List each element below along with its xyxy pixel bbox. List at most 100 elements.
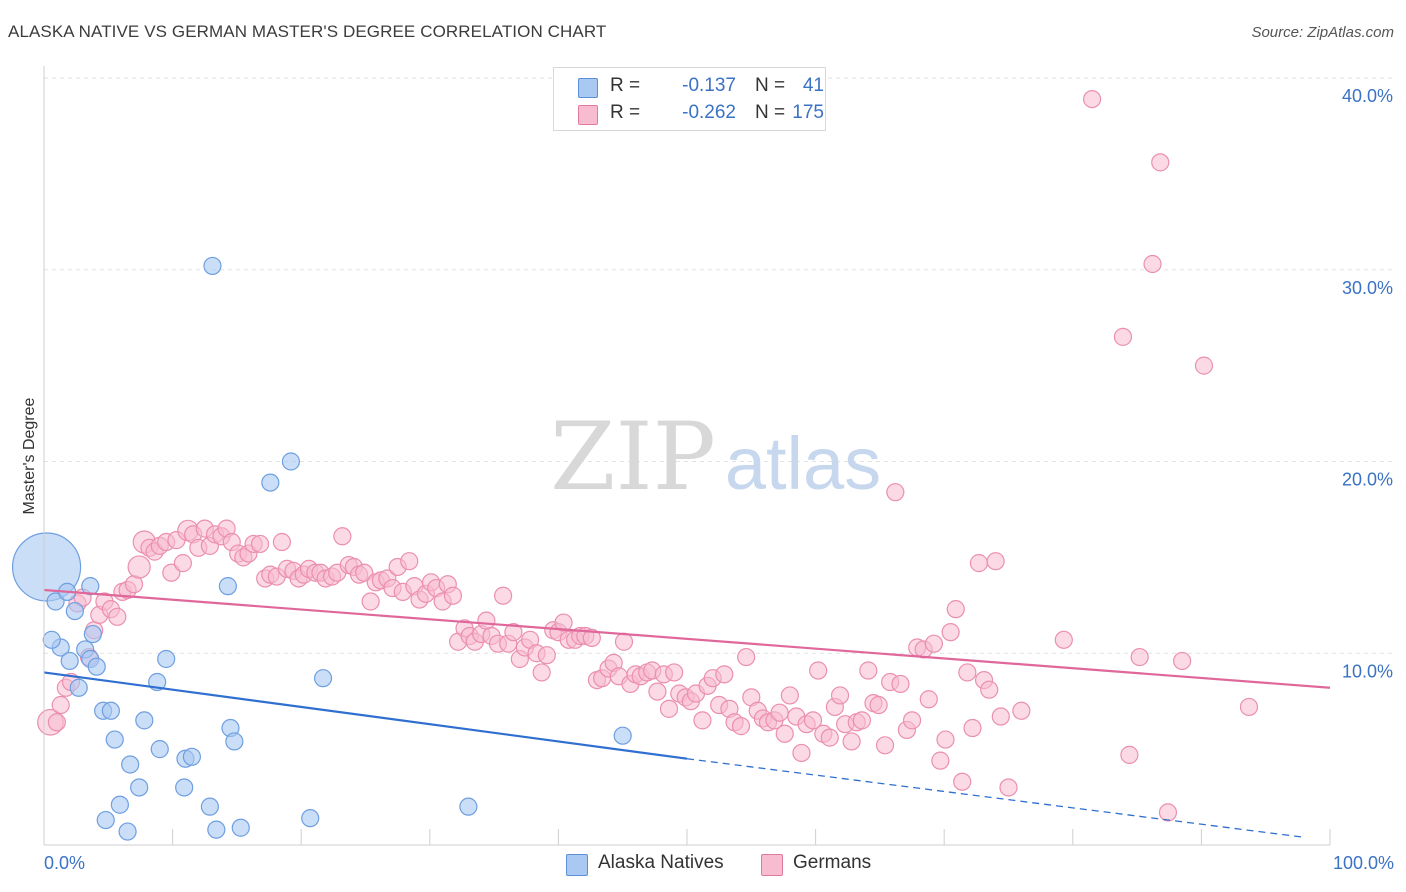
german-point (400, 552, 419, 571)
german-point (731, 717, 751, 736)
y-tick-label: 20.0% (1342, 470, 1393, 490)
german-point (1120, 745, 1139, 764)
trend-lines (43, 588, 1331, 838)
alaska-point (150, 740, 169, 759)
alaska-point (313, 669, 333, 688)
german-point (1113, 327, 1133, 346)
x-tick-label-max: 100.0% (1333, 853, 1394, 873)
german-point (924, 634, 944, 653)
watermark-atlas: atlas (725, 422, 881, 505)
german-point (272, 532, 292, 552)
german-point (333, 527, 352, 546)
legend-r-label: R = (610, 102, 641, 123)
german-point (582, 628, 601, 648)
alaska-point (459, 797, 478, 816)
alaska-point (157, 649, 176, 669)
alaska-point (203, 256, 222, 276)
correlation-legend: R = -0.137 N = 41 R = -0.262 N = 175 (553, 67, 826, 131)
series-label-germans: Germans (793, 852, 872, 873)
legend-swatch-alaska (578, 78, 598, 98)
german-point (47, 713, 66, 732)
alaska-point (96, 810, 115, 830)
german-point (941, 623, 960, 642)
german-point (999, 778, 1018, 797)
alaska-point (613, 726, 632, 745)
german-point (919, 690, 938, 709)
legend-n-label: N = (755, 102, 786, 123)
y-tick-label: 10.0% (1342, 661, 1393, 681)
german-point (963, 718, 982, 738)
german-point (1239, 697, 1259, 717)
german-point (986, 552, 1005, 571)
german-point (361, 592, 380, 611)
legend-swatch-germans (578, 105, 598, 125)
german-point (1054, 630, 1073, 649)
german-point (820, 728, 839, 747)
alaska-point (87, 657, 106, 676)
german-point (127, 555, 151, 579)
legend-n-label: N = (755, 75, 786, 96)
german-point (958, 663, 977, 682)
german-point (532, 663, 551, 682)
alaska-point (118, 822, 137, 841)
german-point (715, 665, 734, 684)
alaska-point (175, 778, 194, 797)
legend-r-value-alaska: -0.137 (682, 75, 736, 96)
german-points (37, 89, 1259, 822)
german-point (504, 623, 523, 642)
german-point (991, 707, 1010, 726)
german-point (931, 751, 950, 770)
german-point (494, 586, 513, 605)
grid-layer: 10.0% 20.0% 30.0% 40.0% (44, 77, 1394, 681)
german-point (1130, 647, 1149, 667)
chart-title: ALASKA NATIVE VS GERMAN MASTER'S DEGREE … (8, 22, 607, 41)
alaska-point (121, 755, 140, 774)
german-point (891, 674, 910, 694)
german-point (969, 554, 989, 573)
german-point (1143, 254, 1162, 274)
watermark-zip: ZIP (550, 403, 716, 512)
alaska-point (261, 473, 280, 492)
german-point (1082, 89, 1102, 109)
german-point (648, 682, 667, 701)
german-point (1012, 701, 1031, 720)
alaska-point (60, 651, 79, 671)
alaska-point (225, 732, 244, 751)
german-point (537, 646, 556, 665)
german-point (869, 695, 888, 715)
german-point (852, 711, 871, 730)
alaska-point (207, 820, 226, 839)
alaska-point (81, 577, 100, 596)
german-point (842, 732, 861, 751)
alaska-point (231, 818, 250, 837)
y-tick-label: 40.0% (1342, 86, 1393, 106)
alaska-point (182, 747, 201, 766)
german-point (659, 699, 679, 718)
source-label: Source: ZipAtlas.com (1251, 24, 1394, 41)
series-swatch-alaska (566, 854, 588, 876)
german-point (250, 534, 270, 554)
series-label-alaska: Alaska Natives (598, 852, 724, 873)
german-point (665, 663, 684, 682)
alaska-trend-line (43, 671, 688, 760)
alaska-point (42, 630, 61, 649)
alaska-point (301, 809, 320, 828)
german-point (614, 632, 634, 651)
y-axis-label: Master's Degree (21, 397, 38, 514)
alaska-points (11, 256, 632, 841)
german-point (693, 711, 712, 730)
alaska-point (83, 624, 102, 644)
german-point (173, 554, 192, 573)
german-point (477, 611, 496, 630)
german-point (1173, 651, 1192, 671)
german-point (737, 647, 756, 667)
alaska-point (135, 711, 154, 730)
alaska-point (218, 577, 237, 596)
german-point (946, 600, 965, 619)
series-swatch-germans (761, 854, 783, 876)
alaska-point (130, 778, 149, 797)
german-point (770, 703, 789, 722)
german-point (902, 711, 922, 730)
german-point (775, 724, 794, 743)
